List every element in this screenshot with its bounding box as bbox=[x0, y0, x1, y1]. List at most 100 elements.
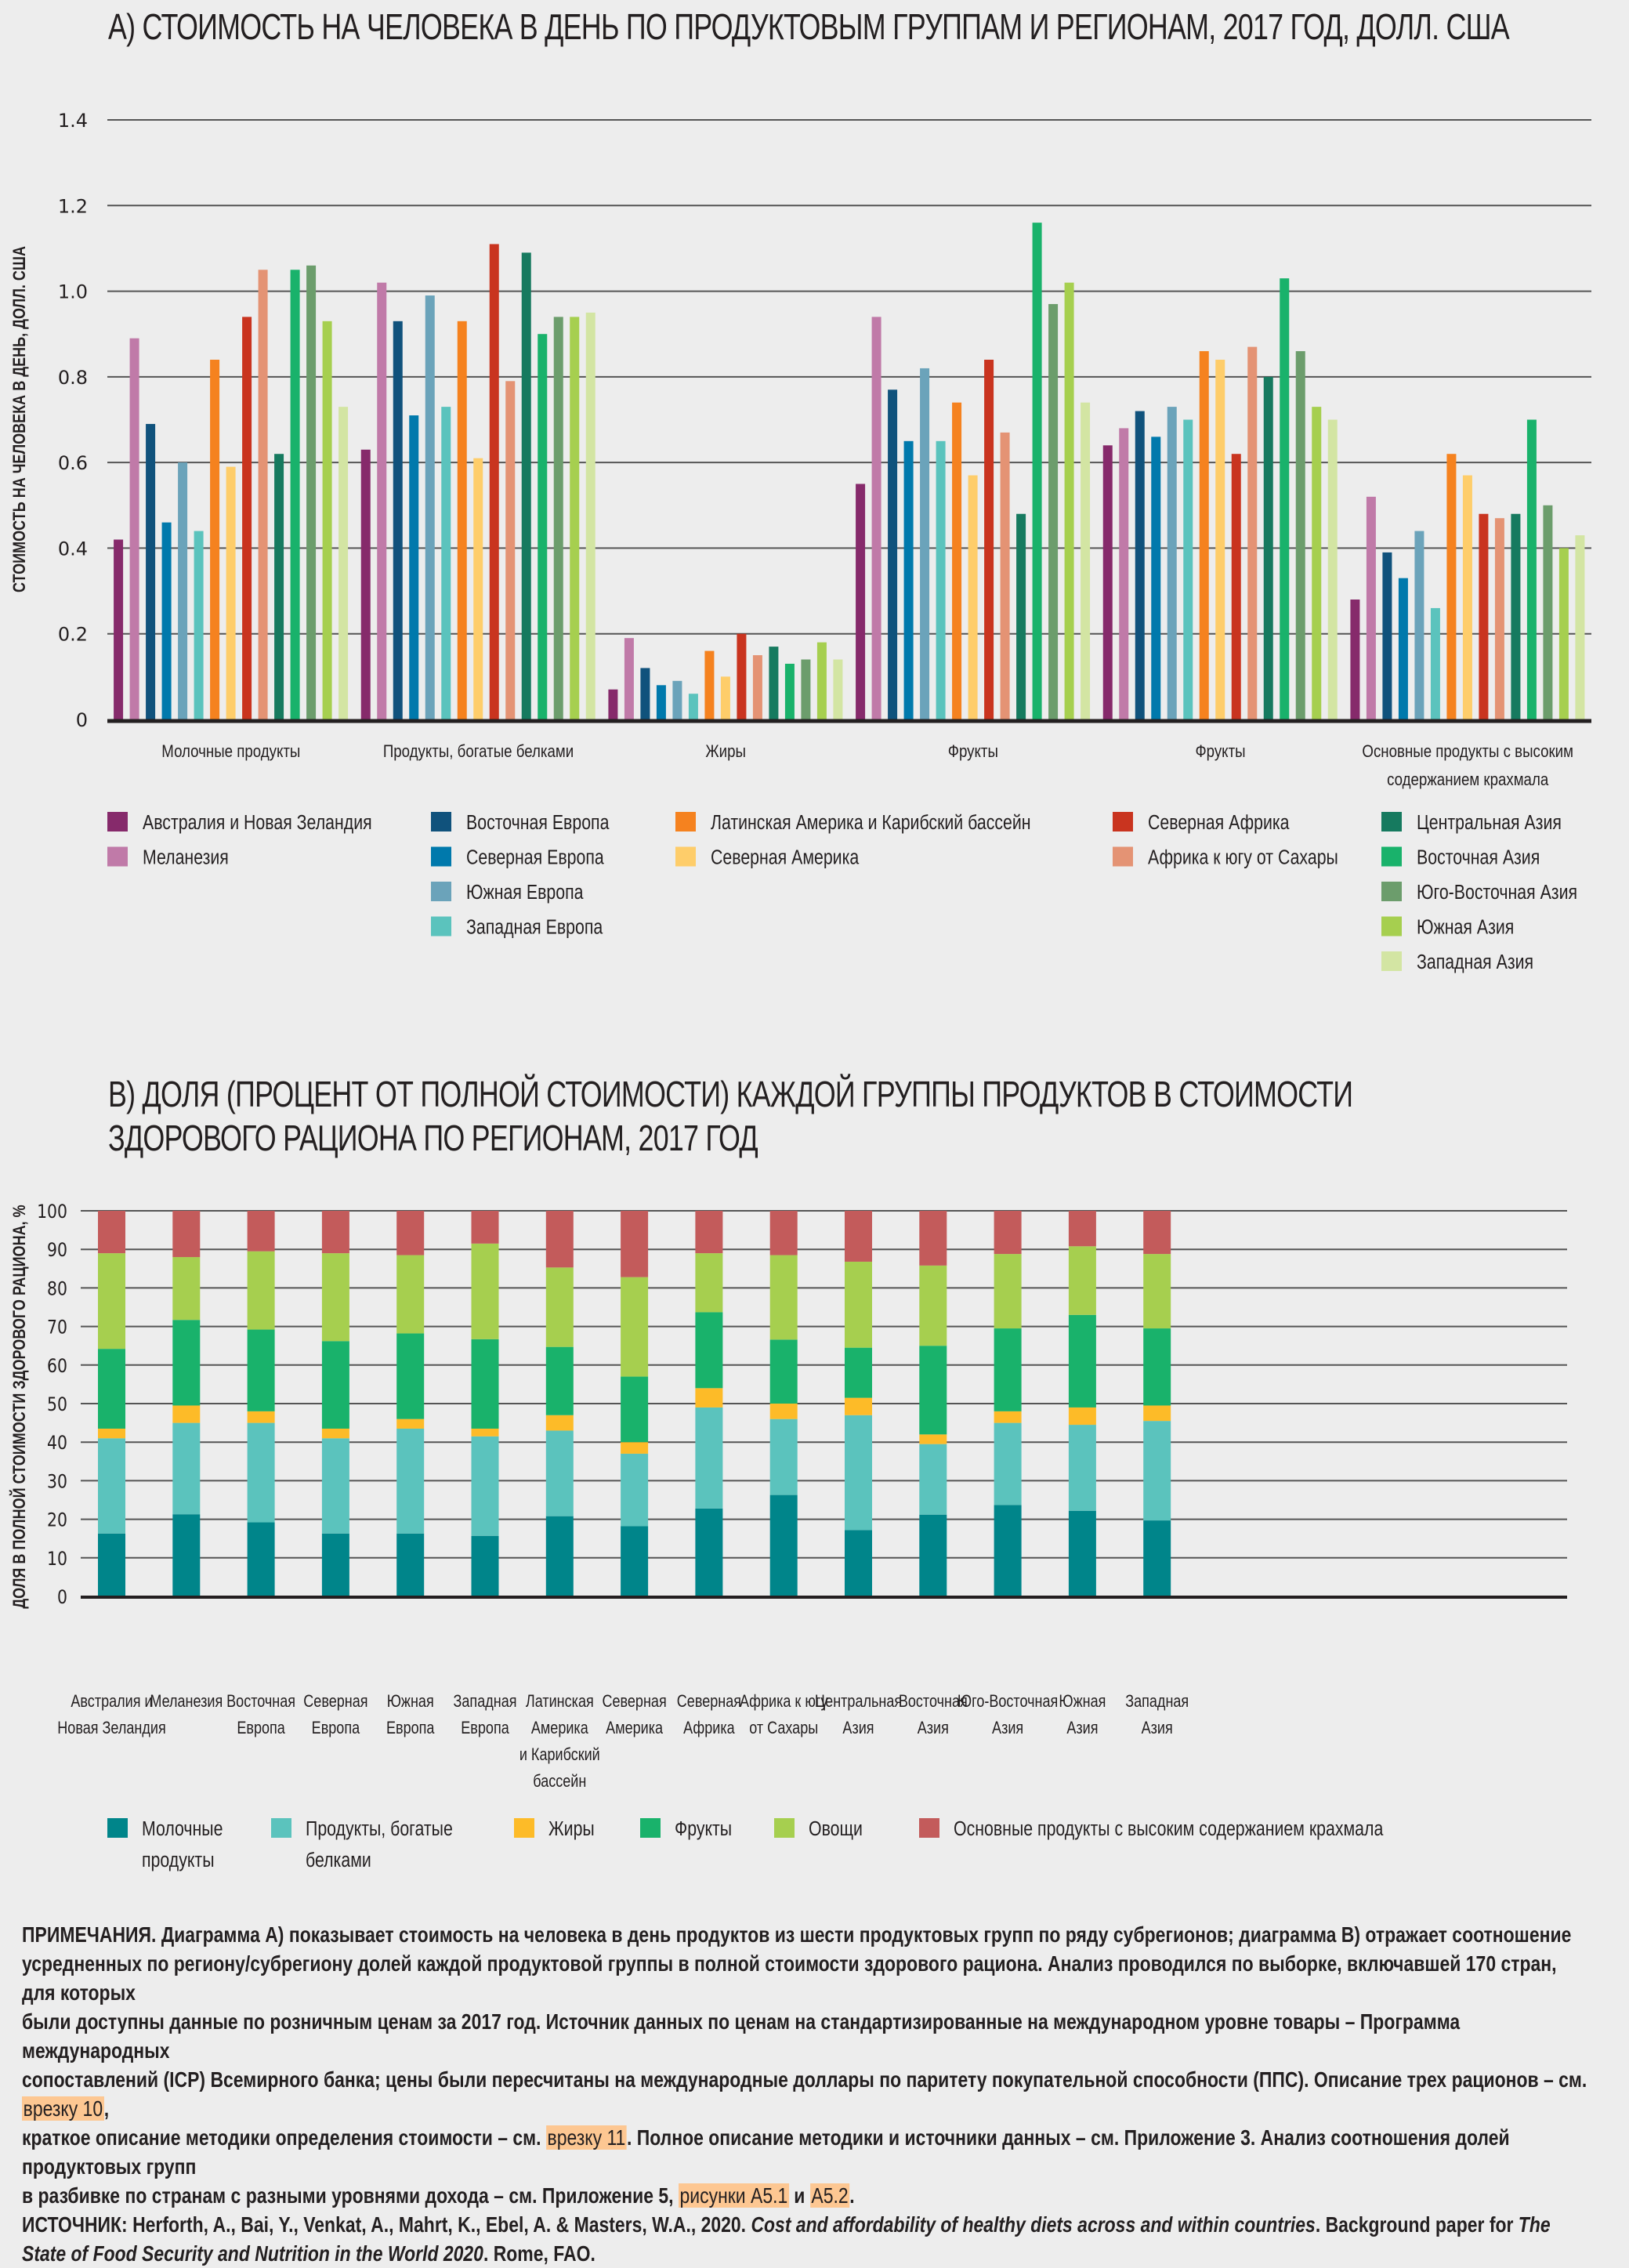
stacked-segment bbox=[621, 1277, 649, 1377]
legend-swatch bbox=[919, 1818, 939, 1838]
bar bbox=[226, 466, 236, 719]
notes-line-4: сопоставлений (ICP) Всемирного банка; це… bbox=[22, 2067, 1587, 2121]
y-tick-label: 50 bbox=[47, 1393, 67, 1415]
legend-label: Восточная Азия bbox=[1417, 846, 1540, 870]
stacked-segment bbox=[1143, 1211, 1171, 1255]
y-tick-label: 90 bbox=[47, 1240, 67, 1262]
stacked-segment bbox=[1068, 1407, 1096, 1426]
x-tick-label: Центральная bbox=[815, 1692, 902, 1711]
stacked-segment bbox=[321, 1211, 349, 1254]
legend-label: Основные продукты с высоким содержанием … bbox=[954, 1817, 1384, 1841]
stacked-segment bbox=[471, 1535, 499, 1596]
bar bbox=[1366, 496, 1376, 719]
box-10-link[interactable]: врезку 10 bbox=[22, 2096, 104, 2121]
bar bbox=[570, 317, 580, 719]
bar bbox=[1215, 360, 1225, 719]
stacked-segment bbox=[172, 1514, 201, 1596]
legend-swatch bbox=[431, 812, 451, 831]
stacked-segment bbox=[98, 1438, 125, 1534]
stacked-segment bbox=[545, 1211, 574, 1268]
x-tick-label: Америка bbox=[606, 1719, 664, 1737]
bar bbox=[146, 423, 156, 719]
bar bbox=[1398, 578, 1408, 719]
bar bbox=[1543, 505, 1553, 719]
chart-b-title-line-1: B) ДОЛЯ (ПРОЦЕНТ ОТ ПОЛНОЙ СТОИМОСТИ) КА… bbox=[108, 1074, 1353, 1114]
bar bbox=[585, 312, 595, 720]
stacked-segment bbox=[919, 1434, 947, 1444]
legend-swatch bbox=[107, 1818, 128, 1838]
bar bbox=[903, 440, 914, 719]
legend-swatch bbox=[774, 1818, 795, 1838]
legend-label: Северная Африка bbox=[1148, 811, 1290, 835]
legend-label: Африка к югу от Сахары bbox=[1148, 846, 1338, 870]
x-tick-label: Азия bbox=[992, 1719, 1023, 1737]
stacked-segment bbox=[396, 1428, 425, 1534]
bar bbox=[274, 454, 284, 719]
stacked-segment bbox=[695, 1388, 723, 1408]
stacked-segment bbox=[98, 1428, 125, 1439]
bar bbox=[242, 317, 252, 719]
legend-swatch bbox=[1381, 951, 1402, 971]
bar bbox=[624, 638, 634, 719]
stacked-segment bbox=[98, 1211, 125, 1254]
bar bbox=[1183, 419, 1193, 719]
bar bbox=[1280, 278, 1290, 719]
legend-label: Латинская Америка и Карибский бассейн bbox=[711, 811, 1031, 835]
stacked-segment bbox=[1143, 1520, 1171, 1596]
box-11-link[interactable]: врезку 11 bbox=[545, 2125, 627, 2150]
bar bbox=[1032, 223, 1042, 720]
legend-swatch bbox=[514, 1818, 534, 1838]
y-tick-label: 1.0 bbox=[58, 281, 88, 303]
stacked-segment bbox=[769, 1255, 798, 1340]
source-mid: . Background paper for bbox=[1315, 2212, 1514, 2237]
legend-label: Западная Азия bbox=[1417, 951, 1533, 974]
legend-swatch bbox=[1113, 812, 1133, 831]
bar bbox=[178, 462, 188, 719]
x-tick-label: Азия bbox=[842, 1719, 874, 1737]
stacked-segment bbox=[845, 1347, 872, 1398]
bar bbox=[856, 484, 866, 719]
stacked-segment bbox=[545, 1415, 574, 1431]
stacked-segment bbox=[621, 1526, 649, 1596]
x-tick-label: Европа bbox=[386, 1719, 435, 1737]
x-tick-label: Фрукты bbox=[1195, 743, 1245, 762]
bar bbox=[640, 668, 650, 719]
bar bbox=[393, 321, 403, 719]
legend-swatch bbox=[107, 846, 128, 867]
x-tick-label: Новая Зеландия bbox=[57, 1719, 165, 1737]
stacked-segment bbox=[321, 1428, 349, 1439]
x-tick-label: Европа bbox=[237, 1719, 285, 1737]
bar bbox=[1247, 346, 1258, 719]
stacked-segment bbox=[769, 1404, 798, 1419]
x-tick-label: Молочные продукты bbox=[161, 743, 300, 762]
bar bbox=[360, 449, 371, 719]
bar bbox=[1414, 531, 1424, 719]
x-tick-label: Западная bbox=[1125, 1692, 1189, 1711]
bar bbox=[210, 360, 220, 719]
stacked-segment bbox=[769, 1211, 798, 1255]
stacked-segment bbox=[919, 1265, 947, 1346]
bar bbox=[161, 522, 172, 719]
source-title: Cost and affordability of healthy diets … bbox=[751, 2212, 1316, 2237]
bar bbox=[984, 360, 994, 719]
stacked-segment bbox=[695, 1312, 723, 1389]
bar bbox=[936, 440, 946, 719]
bar bbox=[801, 659, 811, 719]
figure-a5-2-link[interactable]: A5.2 bbox=[809, 2183, 850, 2208]
stacked-segment bbox=[695, 1211, 723, 1254]
legend-label: Западная Европа bbox=[466, 916, 603, 940]
figure-a5-1-link[interactable]: рисунки A5.1 bbox=[678, 2183, 789, 2208]
stacked-segment bbox=[172, 1405, 201, 1423]
stacked-segment bbox=[396, 1333, 425, 1419]
x-tick-label: содержанием крахмала bbox=[1387, 771, 1549, 790]
bar bbox=[1462, 475, 1472, 719]
x-tick-label: Фрукты bbox=[948, 743, 998, 762]
bar bbox=[968, 475, 978, 719]
stacked-segment bbox=[98, 1533, 125, 1596]
bar bbox=[1064, 282, 1074, 720]
x-tick-label: Северная bbox=[303, 1692, 367, 1711]
y-tick-label: 10 bbox=[47, 1548, 67, 1570]
x-tick-label: Южная bbox=[387, 1692, 434, 1711]
legend-label: Жиры bbox=[548, 1817, 595, 1841]
bar bbox=[1382, 552, 1392, 719]
